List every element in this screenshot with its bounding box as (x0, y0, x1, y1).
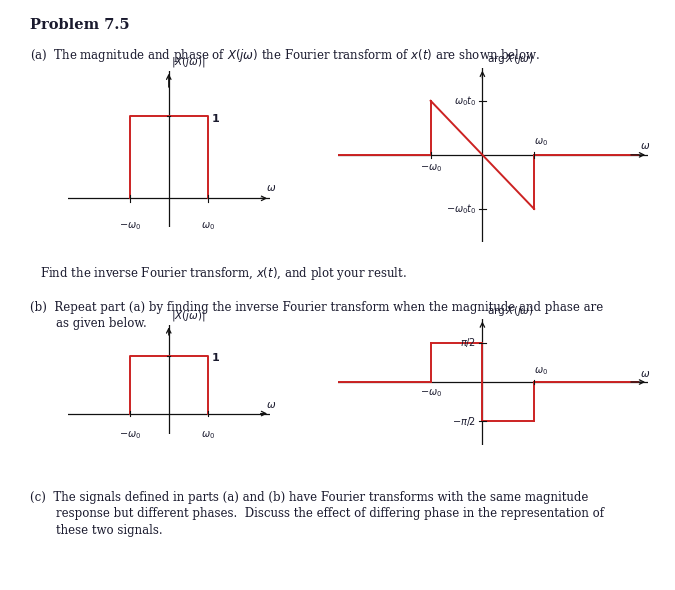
Text: $-\omega_0$: $-\omega_0$ (420, 387, 441, 399)
Text: $\omega_0$: $\omega_0$ (200, 221, 215, 232)
Text: (c)  The signals defined in parts (a) and (b) have Fourier transforms with the s: (c) The signals defined in parts (a) and… (30, 491, 589, 504)
Text: $-\omega_0$: $-\omega_0$ (420, 162, 441, 173)
Text: $\arg X(j\omega)$: $\arg X(j\omega)$ (487, 53, 533, 67)
Text: (b)  Repeat part (a) by finding the inverse Fourier transform when the magnitude: (b) Repeat part (a) by finding the inver… (30, 301, 603, 314)
Text: $\omega_0$: $\omega_0$ (200, 429, 215, 441)
Text: $-\omega_0$: $-\omega_0$ (119, 221, 141, 232)
Text: (a)  The magnitude and phase of $X(j\omega)$ the Fourier transform of $x(t)$ are: (a) The magnitude and phase of $X(j\omeg… (30, 47, 541, 64)
Text: response but different phases.  Discuss the effect of differing phase in the rep: response but different phases. Discuss t… (56, 507, 604, 520)
Text: $\omega_0$: $\omega_0$ (534, 136, 548, 148)
Text: as given below.: as given below. (56, 317, 146, 330)
Text: Find the inverse Fourier transform, $x(t)$, and plot your result.: Find the inverse Fourier transform, $x(t… (40, 266, 407, 283)
Text: $-\pi/2$: $-\pi/2$ (452, 415, 476, 428)
Text: $\mathbf{1}$: $\mathbf{1}$ (211, 112, 220, 124)
Text: $\omega$: $\omega$ (266, 399, 276, 409)
Text: $\omega$: $\omega$ (640, 141, 651, 151)
Text: these two signals.: these two signals. (56, 524, 163, 537)
Text: $\omega$: $\omega$ (266, 182, 276, 192)
Text: $\omega_0 t_0$: $\omega_0 t_0$ (454, 94, 476, 108)
Text: $\mathbf{1}$: $\mathbf{1}$ (211, 351, 220, 363)
Text: Problem 7.5: Problem 7.5 (30, 18, 130, 32)
Text: $\omega$: $\omega$ (640, 369, 651, 379)
Text: $|X(j\omega)|$: $|X(j\omega)|$ (171, 309, 206, 323)
Text: $-\omega_0 t_0$: $-\omega_0 t_0$ (446, 202, 476, 216)
Text: $\pi/2$: $\pi/2$ (460, 336, 476, 349)
Text: $\omega_0$: $\omega_0$ (534, 365, 548, 377)
Text: $\arg X(j\omega)$: $\arg X(j\omega)$ (487, 304, 533, 317)
Text: $-\omega_0$: $-\omega_0$ (119, 429, 141, 441)
Text: $|X(j\omega)|$: $|X(j\omega)|$ (171, 55, 206, 69)
